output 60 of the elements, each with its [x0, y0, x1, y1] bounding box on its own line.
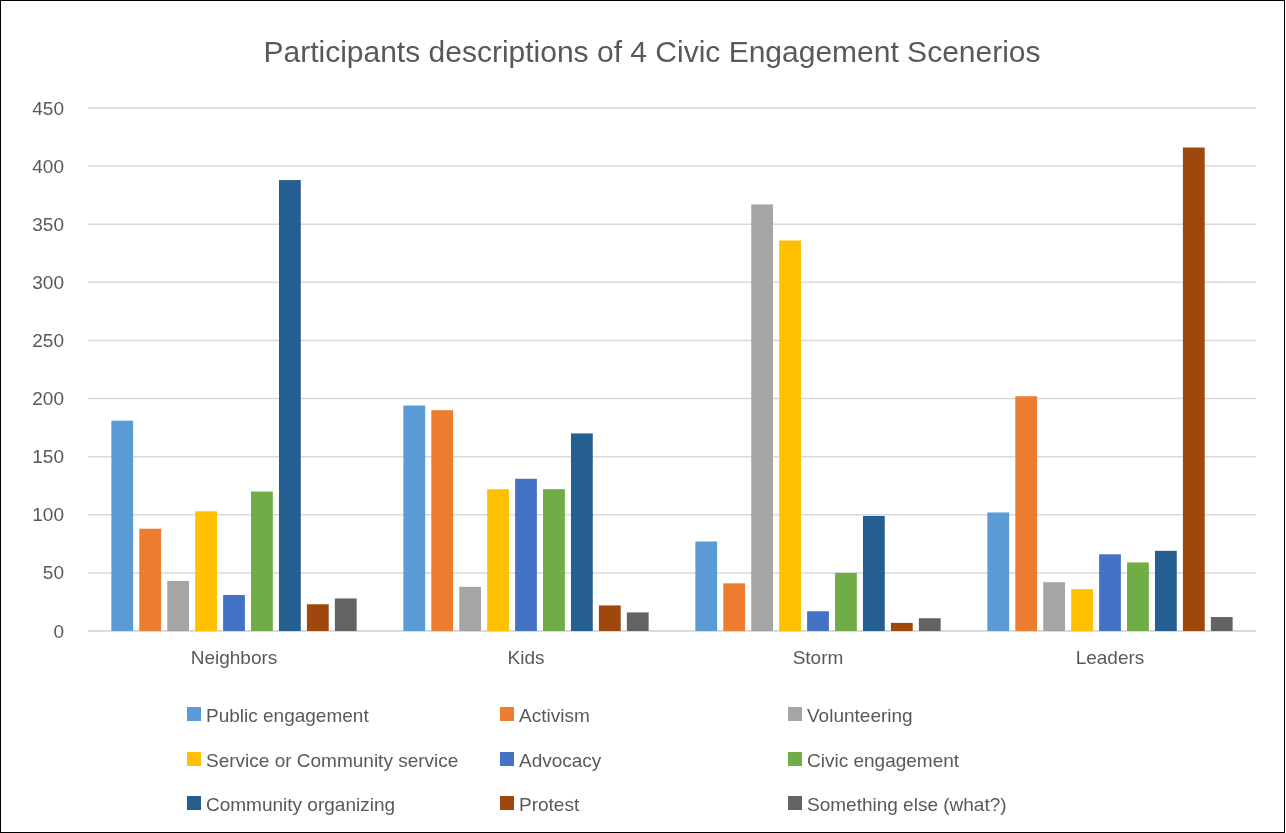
bar: [139, 528, 162, 631]
bar: [111, 420, 134, 631]
legend-label: Civic engagement: [807, 749, 960, 771]
y-tick-label: 300: [32, 271, 64, 293]
y-tick-label: 150: [32, 446, 64, 468]
bar: [306, 604, 329, 631]
bar: [278, 180, 301, 631]
bar: [570, 433, 593, 631]
bar: [223, 594, 245, 631]
bar: [1099, 554, 1121, 631]
bar: [251, 491, 273, 631]
bar: [431, 410, 454, 631]
bar: [626, 612, 649, 631]
legend-label: Volunteering: [807, 704, 913, 726]
y-tick-label: 350: [32, 213, 64, 235]
y-tick-label: 200: [32, 388, 64, 410]
bar: [598, 605, 621, 631]
bar: [807, 611, 829, 631]
x-tick-label: Leaders: [1075, 647, 1145, 669]
bar: [487, 489, 509, 631]
bar: [1182, 147, 1205, 631]
bar: [723, 583, 746, 631]
bar: [1210, 617, 1233, 631]
legend-label: Activism: [519, 704, 590, 726]
bar: [403, 405, 426, 631]
bar: [1154, 550, 1177, 631]
bar: [695, 541, 718, 631]
legend-label: Something else (what?): [807, 793, 1007, 815]
chart-title: Participants descriptions of 4 Civic Engagement Scenerios: [263, 35, 1041, 68]
bar: [862, 515, 885, 631]
bar: [515, 478, 537, 631]
x-tick-label: Storm: [792, 647, 844, 669]
y-tick-label: 250: [32, 330, 64, 352]
legend-label: Community organizing: [206, 793, 396, 815]
legend-label: Service or Community service: [206, 749, 459, 771]
bar: [195, 511, 217, 631]
bar: [779, 240, 801, 631]
bar: [987, 512, 1010, 631]
legend-label: Advocacy: [519, 749, 602, 771]
bar: [918, 618, 941, 631]
bar: [1071, 589, 1093, 631]
legend-label: Protest: [519, 793, 580, 815]
y-tick-label: 450: [32, 97, 64, 119]
y-tick-label: 50: [42, 562, 64, 584]
y-tick-label: 400: [32, 155, 64, 177]
bar: [167, 581, 190, 631]
bar: [835, 572, 857, 631]
bar: [1043, 582, 1066, 631]
bar: [1015, 396, 1038, 631]
bar: [1127, 562, 1149, 631]
bar: [543, 489, 565, 631]
x-tick-label: Kids: [507, 647, 545, 669]
bar: [890, 622, 913, 631]
bar: [459, 586, 482, 631]
legend-label: Public engagement: [206, 704, 370, 726]
bar: [751, 204, 774, 631]
y-tick-label: 0: [53, 620, 64, 642]
x-tick-label: Neighbors: [190, 647, 278, 669]
bar: [334, 598, 357, 631]
y-tick-label: 100: [32, 504, 64, 526]
